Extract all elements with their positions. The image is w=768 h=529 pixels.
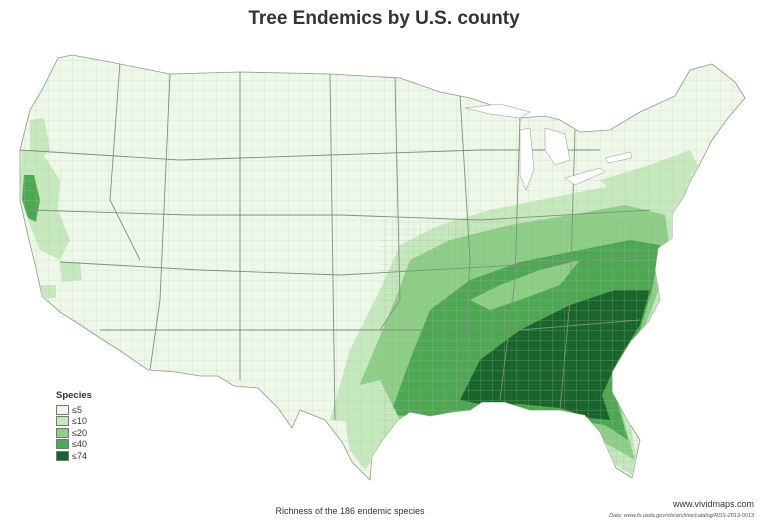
- lake-erie: [564, 167, 606, 186]
- lake-huron: [544, 127, 571, 166]
- legend-item: ≤5: [56, 404, 92, 416]
- legend-item: ≤20: [56, 427, 92, 439]
- legend-swatch: [56, 439, 69, 450]
- map-title: Tree Endemics by U.S. county: [248, 8, 520, 29]
- legend-swatch: [56, 404, 69, 415]
- lake-ontario: [604, 151, 633, 164]
- legend-label: ≤10: [72, 416, 87, 427]
- legend-label: ≤74: [72, 450, 87, 461]
- legend-title: Species: [56, 390, 92, 401]
- legend-swatch: [56, 427, 69, 438]
- legend-swatch: [56, 416, 69, 427]
- map-caption: Richness of the 186 endemic species: [275, 506, 425, 516]
- lake-superior: [464, 103, 531, 119]
- credit-link[interactable]: www.vividmaps.com: [672, 499, 754, 509]
- legend-label: ≤20: [72, 427, 87, 438]
- legend-item: ≤74: [56, 450, 92, 462]
- legend-item: ≤40: [56, 439, 92, 451]
- data-source: Data: www.fs.usda.gov/rds/archive/catalo…: [609, 513, 754, 519]
- lake-michigan: [519, 127, 535, 191]
- legend-item: ≤10: [56, 416, 92, 428]
- legend: Species ≤5 ≤10 ≤20 ≤40 ≤74: [56, 390, 92, 462]
- legend-swatch: [56, 450, 69, 461]
- legend-label: ≤5: [72, 404, 82, 415]
- legend-label: ≤40: [72, 439, 87, 450]
